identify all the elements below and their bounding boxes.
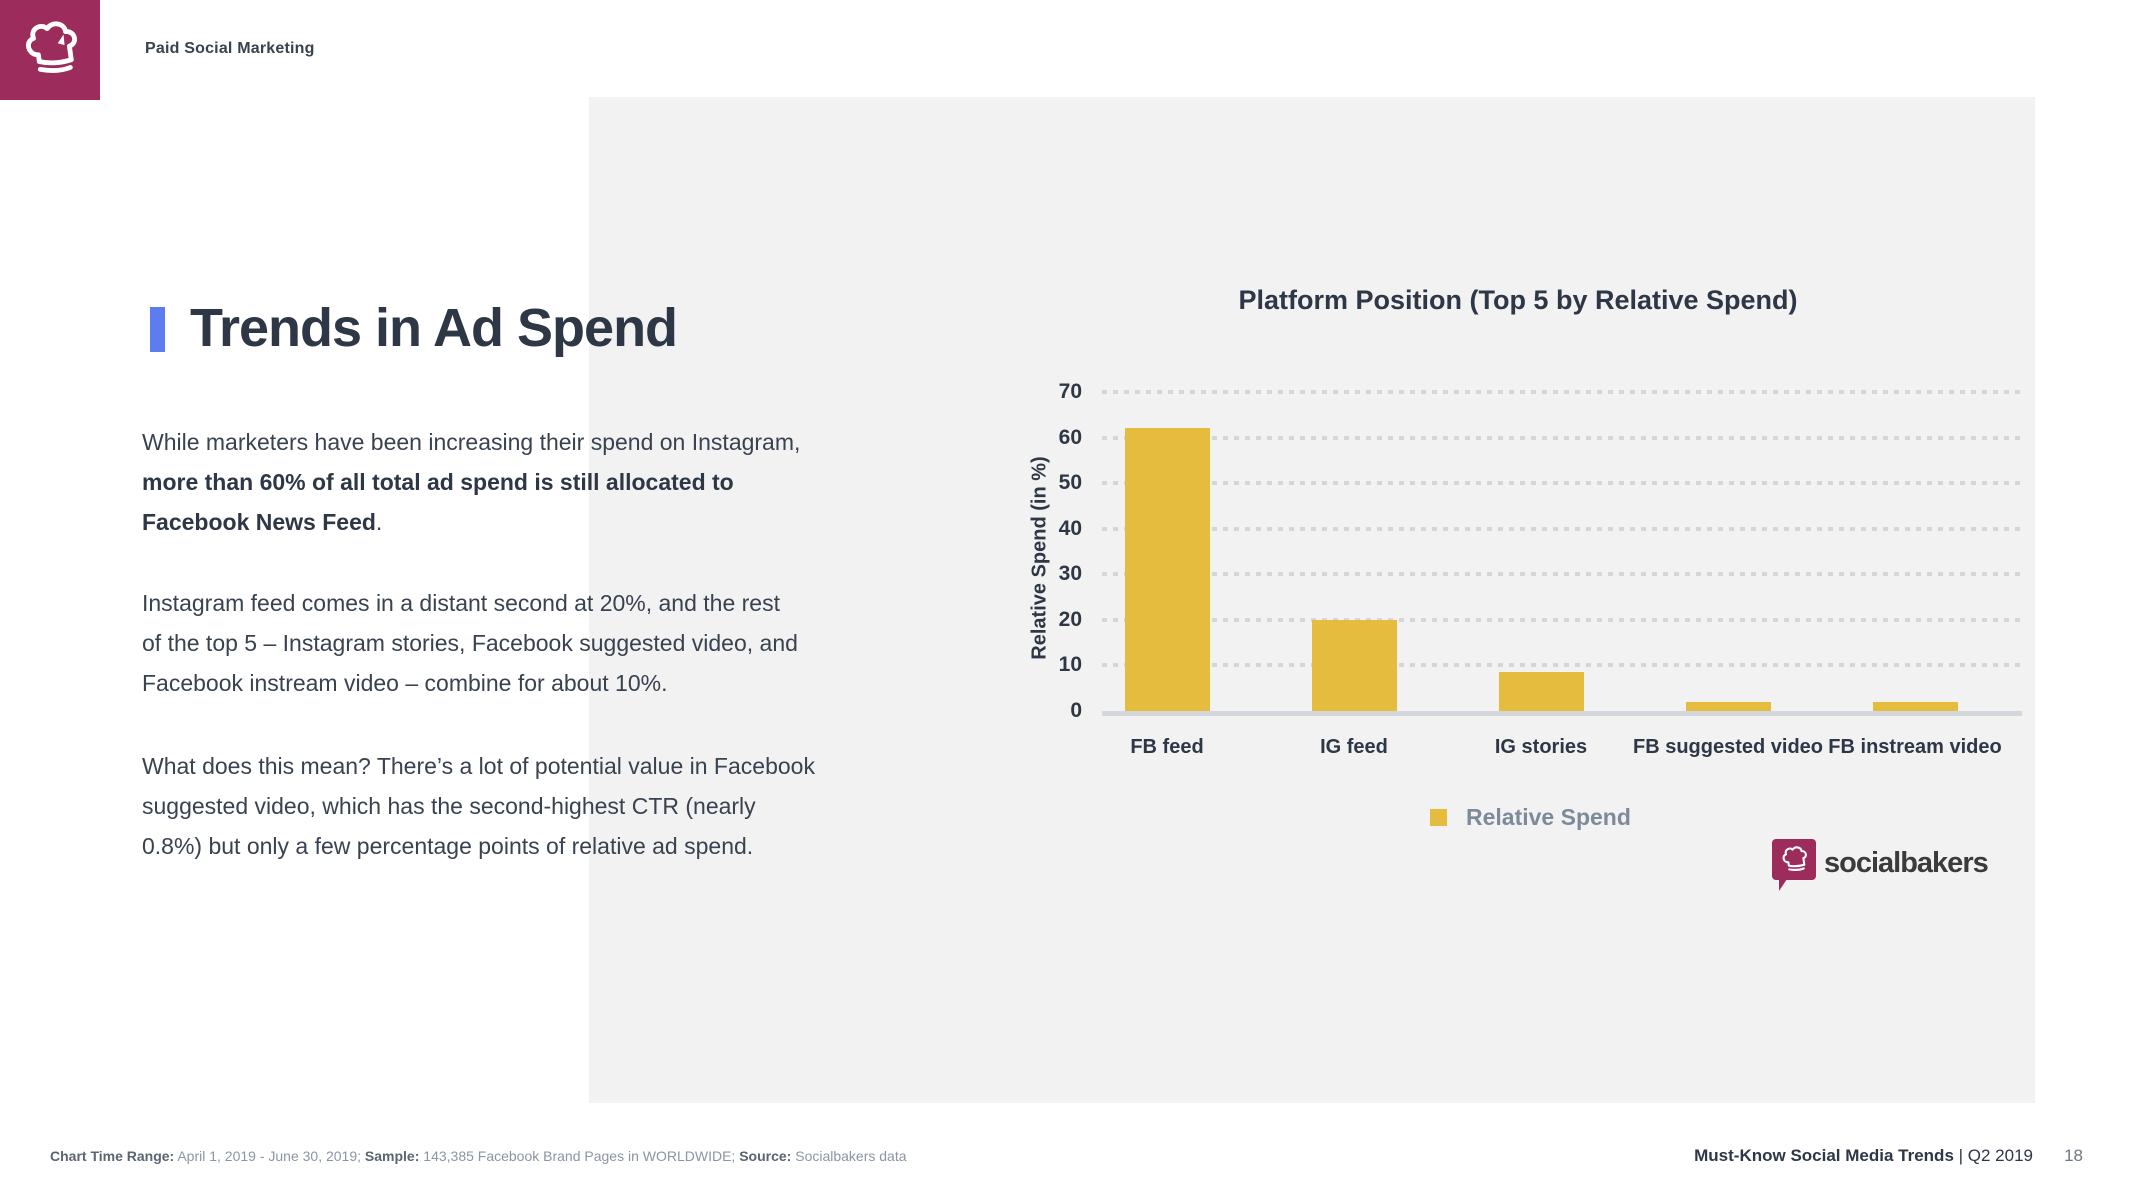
speech-bubble-icon [1772, 839, 1816, 880]
socialbakers-logo: socialbakers [1772, 839, 2002, 899]
chef-hat-icon [19, 19, 81, 81]
y-tick-30: 30 [1058, 562, 1082, 586]
bar-fb-feed [1124, 428, 1210, 711]
x-axis-labels: FB feed IG feed IG stories FB suggested vid… [1102, 736, 2022, 766]
chart-title: Platform Position (Top 5 by Relative Spe… [1238, 285, 1798, 315]
report-title-bold: Must-Know Social Media Trends [1694, 1146, 1954, 1165]
title-accent-bar [150, 307, 165, 352]
bar-fb-instream-video [1872, 701, 1958, 711]
bar-fb-suggested-video [1685, 701, 1771, 711]
footer-label: Sample: [364, 1148, 420, 1164]
footer-label: Chart Time Range: [50, 1148, 175, 1164]
gridline-50 [1102, 481, 2022, 486]
bar-ig-stories [1498, 672, 1584, 711]
x-label-ig-stories: IG stories [1494, 736, 1588, 758]
y-tick-60: 60 [1058, 425, 1082, 449]
footer-label: Source: [739, 1148, 792, 1164]
y-tick-40: 40 [1058, 516, 1082, 540]
bar-ig-feed [1311, 619, 1397, 711]
gridline-30 [1102, 572, 2022, 577]
footer-value: 143,385 Facebook Brand Pages in WORLDWID… [419, 1148, 740, 1164]
y-tick-20: 20 [1058, 607, 1082, 631]
chef-hat-icon [1782, 845, 1807, 871]
brand-wordmark: socialbakers [1824, 847, 1989, 879]
y-tick-70: 70 [1058, 380, 1082, 403]
x-label-ig-feed: IG feed [1320, 736, 1388, 758]
legend-swatch [1430, 809, 1447, 826]
x-label-fb-instream-video: FB instream video [1828, 736, 2002, 758]
footer-source-note: Chart Time Range: April 1, 2019 - June 3… [50, 1148, 907, 1164]
footer-value: April 1, 2019 - June 30, 2019; [174, 1148, 365, 1164]
footer-value: Socialbakers data [791, 1148, 907, 1164]
paragraph-1-end: . [375, 509, 383, 535]
y-tick-0: 0 [1070, 699, 1082, 722]
page-title: Trends in Ad Spend [190, 298, 678, 358]
gridline-70 [1102, 390, 2022, 394]
brand-logo-square [0, 0, 100, 100]
bar-chart-plot-area [1102, 390, 2022, 711]
speech-bubble-tail [1779, 879, 1793, 891]
paragraph-1: While marketers have been increasing the… [142, 422, 1042, 542]
content-panel [589, 97, 2035, 1103]
page-number: 18 [2064, 1146, 2083, 1165]
paragraph-1-text: While marketers have been increasing the… [142, 429, 801, 455]
section-label: Paid Social Marketing [145, 40, 315, 57]
report-title-quarter: | Q2 2019 [1953, 1146, 2033, 1165]
x-axis-line [1102, 711, 2022, 716]
x-label-fb-feed: FB feed [1130, 736, 1204, 758]
paragraph-3: What does this mean? There’s a lot of po… [142, 753, 815, 859]
paragraph-2: Instagram feed comes in a distant second… [142, 590, 798, 696]
x-label-fb-suggested-video: FB suggested video [1632, 736, 1824, 758]
y-axis-ticks: 0 10 20 30 40 50 60 70 [1008, 380, 1082, 722]
footer-report-title: Must-Know Social Media Trends | Q2 2019 [1633, 1146, 2033, 1166]
y-tick-10: 10 [1058, 653, 1082, 677]
gridline-20 [1102, 617, 2022, 622]
paragraph-1-bold: more than 60% of all total ad spend is s… [142, 469, 734, 535]
gridline-40 [1102, 526, 2022, 531]
gridline-60 [1102, 435, 2022, 440]
gridline-10 [1102, 663, 2022, 668]
legend-label: Relative Spend [1466, 804, 1631, 830]
y-tick-50: 50 [1058, 471, 1082, 495]
